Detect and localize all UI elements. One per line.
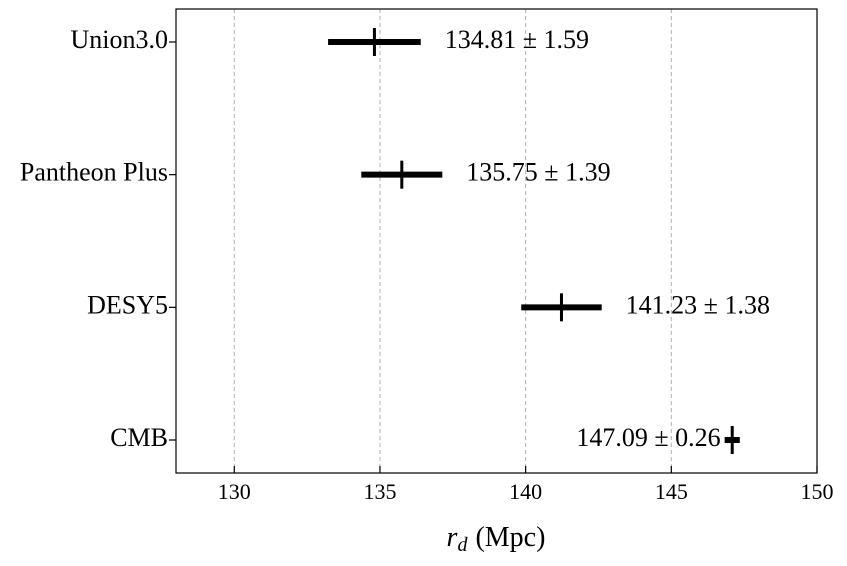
plot-frame bbox=[175, 8, 818, 474]
value-label: 141.23 ± 1.38 bbox=[626, 290, 770, 319]
x-axis-label: rd (Mpc) bbox=[447, 522, 546, 555]
x-tick-label: 145 bbox=[655, 479, 688, 504]
x-tick-label: 130 bbox=[218, 479, 251, 504]
value-label: 147.09 ± 0.26 bbox=[576, 423, 720, 452]
x-label-symbol: r bbox=[447, 522, 458, 553]
x-tick-label: 135 bbox=[363, 479, 396, 504]
value-label: 134.81 ± 1.59 bbox=[445, 25, 589, 54]
x-tick-label: 150 bbox=[801, 479, 834, 504]
y-tick-label: Union3.0 bbox=[71, 25, 169, 54]
x-label-subscript: d bbox=[457, 534, 468, 556]
y-tick-label: CMB bbox=[110, 423, 168, 452]
y-tick-label: Pantheon Plus bbox=[20, 158, 168, 187]
x-label-unit: (Mpc) bbox=[475, 522, 545, 553]
y-tick-label: DESY5 bbox=[87, 290, 168, 319]
value-label: 135.75 ± 1.39 bbox=[466, 158, 610, 187]
x-tick-label: 140 bbox=[509, 479, 542, 504]
